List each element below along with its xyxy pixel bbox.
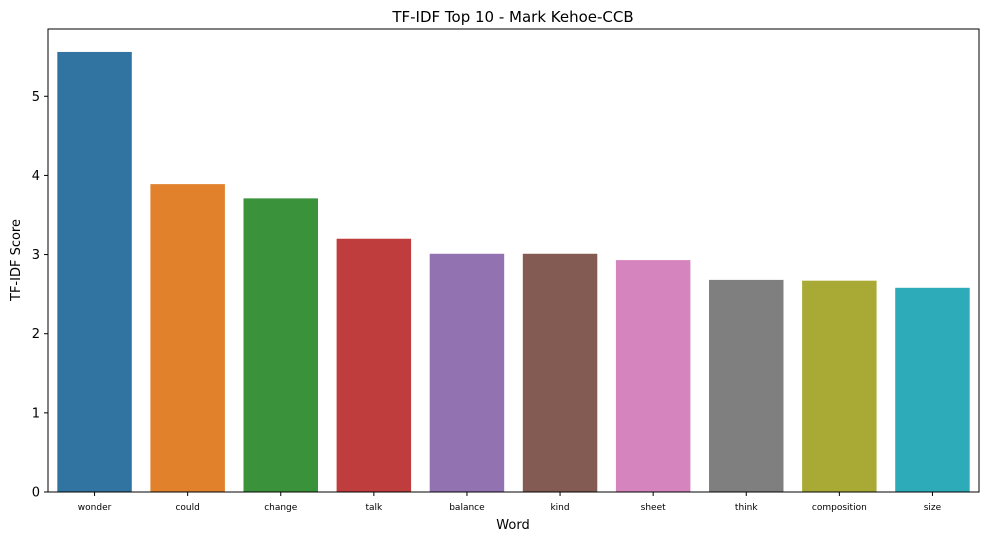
- x-tick-label: think: [735, 503, 758, 513]
- bar-sheet: [615, 260, 691, 492]
- bar-think: [709, 279, 784, 492]
- bar-composition: [802, 280, 877, 492]
- plot-frame: [47, 28, 980, 493]
- bar-wonder: [57, 51, 132, 492]
- y-tick-label: 2: [32, 327, 40, 342]
- bar-change: [243, 198, 318, 492]
- x-axis-label: Word: [496, 518, 529, 533]
- y-axis-ticks: 0 1 2 3 4 5: [32, 90, 48, 501]
- x-tick-label: talk: [365, 503, 383, 513]
- bar-talk: [336, 238, 412, 492]
- chart-title: TF-IDF Top 10 - Mark Kehoe-CCB: [391, 8, 633, 26]
- bar-balance: [429, 253, 505, 492]
- bar-size: [895, 287, 970, 492]
- bar-could: [150, 184, 225, 492]
- x-tick-label: balance: [449, 503, 485, 513]
- y-tick-label: 1: [32, 406, 40, 421]
- x-tick-label: sheet: [641, 503, 666, 513]
- y-tick-label: 4: [32, 169, 40, 184]
- y-tick-label: 0: [32, 486, 40, 501]
- x-tick-label: could: [175, 503, 199, 513]
- x-tick-label: wonder: [78, 503, 112, 513]
- bars-group: [57, 51, 970, 492]
- x-axis-ticks: wonder could change talk balance kind sheet thi…: [78, 492, 942, 513]
- x-tick-label: change: [264, 503, 298, 513]
- y-axis-label: TF-IDF Score: [9, 219, 24, 302]
- bar-kind: [522, 253, 598, 492]
- y-tick-label: 3: [32, 248, 40, 263]
- x-tick-label: composition: [812, 503, 867, 513]
- x-tick-label: size: [924, 503, 942, 513]
- y-tick-label: 5: [32, 90, 40, 105]
- x-tick-label: kind: [550, 503, 569, 513]
